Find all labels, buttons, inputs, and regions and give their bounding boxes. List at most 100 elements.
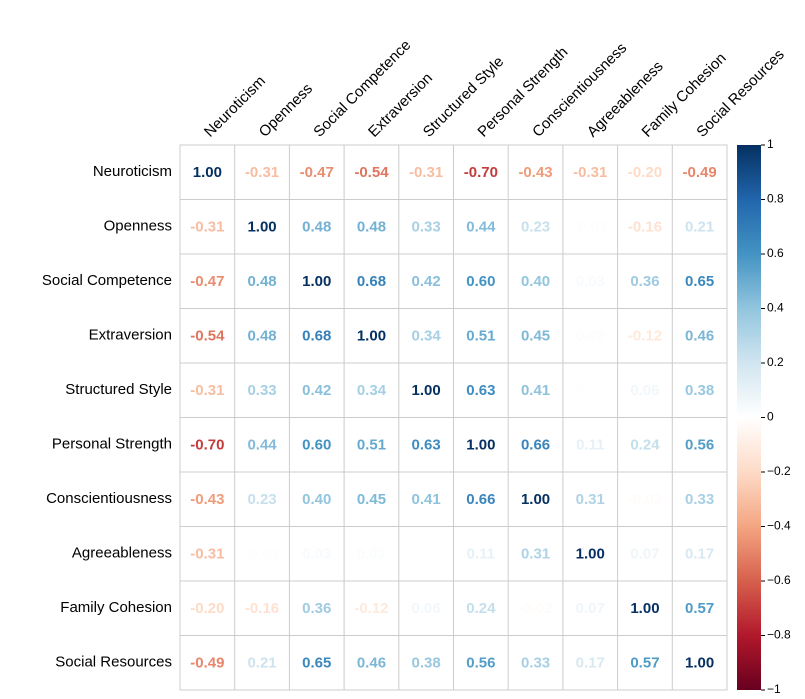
cell-value: 0.51	[466, 328, 495, 345]
row-label: Extraversion	[89, 327, 172, 344]
cell-value: 1.00	[412, 382, 441, 399]
cell-value: 0.36	[302, 600, 331, 617]
cell-value: -0.70	[464, 164, 498, 181]
row-label: Family Cohesion	[60, 599, 172, 616]
colorbar-tick-label: 1	[767, 137, 774, 151]
cell-value: 1.00	[193, 164, 222, 181]
cell-value: 0.57	[685, 600, 714, 617]
cell-value: 1.00	[630, 600, 659, 617]
cell-value: 0.11	[576, 437, 604, 454]
cell-value: 0.01	[412, 546, 441, 563]
cell-value: 0.24	[466, 600, 496, 617]
cell-value: 0.34	[412, 328, 442, 345]
cell-value: 0.38	[685, 382, 714, 399]
cell-value: 0.33	[247, 382, 276, 399]
colorbar-tick-label: −0.4	[767, 519, 791, 533]
cell-value: 0.41	[412, 491, 441, 508]
cell-value: 0.45	[521, 328, 550, 345]
cell-value: -0.16	[245, 600, 279, 617]
cell-value: -0.70	[190, 437, 224, 454]
cell-value: 0.17	[576, 655, 605, 672]
cell-value: 0.46	[685, 328, 714, 345]
cell-value: -0.54	[354, 164, 389, 181]
cell-value: 0.60	[302, 437, 331, 454]
cell-value: 0.06	[412, 600, 441, 617]
cell-value: 0.01	[576, 382, 605, 399]
cell-value: 0.57	[630, 655, 659, 672]
cell-value: 0.24	[630, 437, 660, 454]
cell-value: 1.00	[247, 219, 276, 236]
cell-value: -0.47	[300, 164, 334, 181]
cell-value: -0.12	[628, 328, 662, 345]
cell-value: 0.51	[357, 437, 386, 454]
cell-value: -0.31	[573, 164, 607, 181]
cell-value: 0.33	[521, 655, 550, 672]
cell-value: -0.31	[190, 219, 224, 236]
cell-value: 0.03	[576, 273, 605, 290]
cell-value: 0.21	[247, 655, 276, 672]
cell-value: 0.68	[302, 328, 331, 345]
cell-value: 0.44	[247, 437, 277, 454]
cell-value: 0.31	[521, 546, 550, 563]
colorbar-tick-label: 0.8	[767, 192, 784, 206]
colorbar-tick-label: 0.4	[767, 301, 784, 315]
column-label: Openness	[256, 80, 316, 140]
cell-value: 0.33	[412, 219, 441, 236]
cell-value: -0.31	[409, 164, 443, 181]
cell-value: 0.48	[302, 219, 331, 236]
cell-value: 0.45	[357, 491, 386, 508]
cell-value: 0.65	[302, 655, 331, 672]
row-label: Structured Style	[65, 381, 172, 398]
cell-value: 0.23	[521, 219, 550, 236]
colorbar-tick-label: −1	[767, 682, 781, 696]
cell-value: 1.00	[521, 491, 550, 508]
cell-value: -0.02	[518, 600, 552, 617]
cell-value: 0.42	[302, 382, 331, 399]
colorbar-tick-label: −0.2	[767, 464, 791, 478]
cell-value: -0.31	[245, 164, 279, 181]
cell-value: 0.02	[357, 546, 386, 563]
row-label: Agreeableness	[72, 545, 172, 562]
cell-value: 0.41	[521, 382, 550, 399]
cell-value: 0.31	[576, 491, 605, 508]
cell-value: 1.00	[576, 546, 605, 563]
cell-value: 0.40	[302, 491, 331, 508]
cell-value: -0.01	[573, 219, 607, 236]
cell-value: -0.47	[190, 273, 224, 290]
colorbar-tick-label: 0.6	[767, 246, 784, 260]
row-label: Social Resources	[55, 654, 172, 671]
cell-value: 0.48	[247, 328, 276, 345]
cell-value: 0.68	[357, 273, 386, 290]
cell-value: -0.49	[683, 164, 717, 181]
colorbar-tick-label: −0.6	[767, 573, 791, 587]
cell-value: -0.43	[518, 164, 552, 181]
cell-value: 0.38	[412, 655, 441, 672]
cell-value: 0.63	[412, 437, 441, 454]
cell-value: -0.20	[628, 164, 662, 181]
cell-value: 0.21	[685, 219, 714, 236]
colorbar-tick-label: 0	[767, 410, 774, 424]
cell-value: 0.56	[466, 655, 495, 672]
colorbar-tick-label: −0.8	[767, 628, 791, 642]
cell-value: 0.36	[630, 273, 659, 290]
cell-value: 0.60	[466, 273, 495, 290]
column-label: Social Competence	[310, 37, 414, 141]
column-label: Conscientiousness	[529, 40, 630, 141]
cell-value: -0.20	[190, 600, 224, 617]
cell-value: -0.31	[190, 546, 224, 563]
cell-value: 1.00	[357, 328, 386, 345]
cell-value: 1.00	[302, 273, 331, 290]
cell-value: -0.54	[190, 328, 225, 345]
cell-value: 0.66	[466, 491, 495, 508]
cell-value: 0.48	[247, 273, 276, 290]
cell-value: 0.11	[467, 546, 495, 563]
row-label: Openness	[104, 218, 172, 235]
cell-value: 0.56	[685, 437, 714, 454]
cell-value: 0.65	[685, 273, 714, 290]
cell-value: 0.33	[685, 491, 714, 508]
colorbar	[737, 145, 761, 690]
cell-value: 1.00	[685, 655, 714, 672]
row-label: Social Competence	[42, 272, 172, 289]
row-label: Conscientiousness	[46, 490, 172, 507]
cell-value: 0.03	[302, 546, 331, 563]
